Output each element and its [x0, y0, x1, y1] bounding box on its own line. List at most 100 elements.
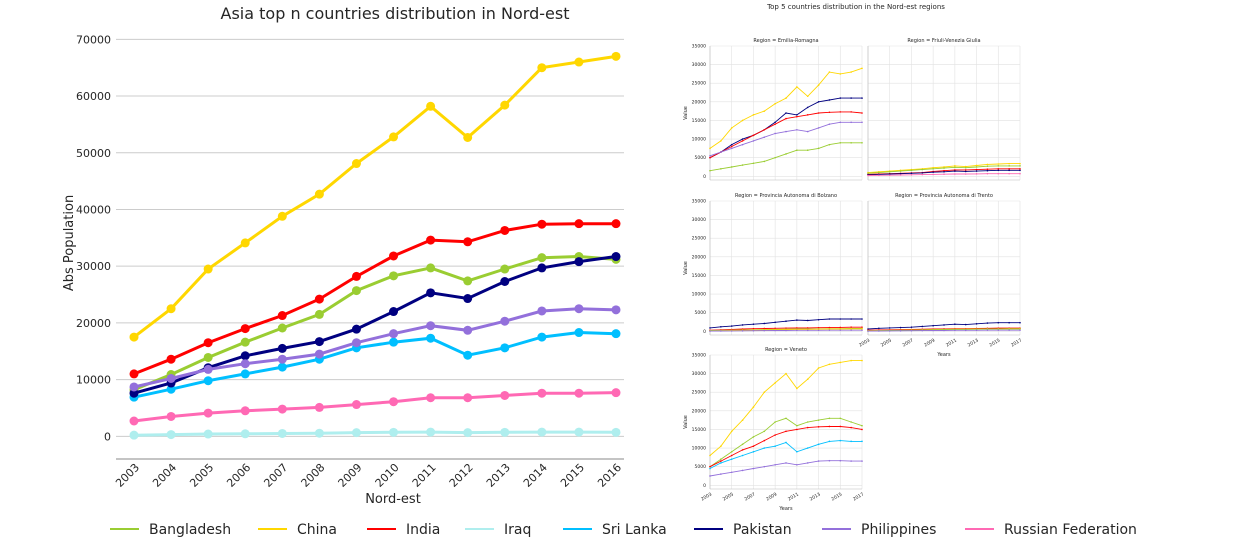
facet-series-point: [910, 173, 913, 176]
facet-series-point: [975, 329, 978, 332]
facet-series-point: [910, 329, 913, 332]
facet-series-point: [910, 172, 913, 175]
facet-series-point: [785, 462, 787, 464]
legend-label: Philippines: [861, 522, 936, 538]
facet-series-point: [828, 363, 831, 366]
facet-x-tick: 2011: [945, 337, 958, 348]
facet-series-point: [720, 445, 722, 447]
facet-series-point: [839, 73, 842, 75]
series-line: [133, 222, 616, 376]
series-point: [351, 338, 361, 348]
facet-series-point: [932, 329, 934, 332]
facet-series-point: [741, 454, 744, 457]
facet-series-point: [720, 458, 722, 461]
facet-series-point: [817, 101, 820, 103]
facet-panel: Region = Friuli-Venezia Giulia: [867, 38, 1021, 181]
facet-series-point: [888, 330, 891, 332]
facet-y-tick: 25000: [692, 81, 706, 87]
facet-series-point: [774, 132, 776, 135]
facet-series-point: [774, 121, 776, 124]
facet-series-point: [806, 327, 809, 329]
series-point: [463, 132, 473, 142]
facet-series-point: [899, 172, 902, 175]
facet-series-point: [954, 170, 956, 172]
facet-series-point: [954, 173, 956, 175]
facet-series-point: [828, 459, 831, 462]
facet-series-point: [741, 419, 744, 421]
series-point: [314, 294, 324, 304]
series-point: [277, 211, 287, 221]
facet-series-point: [796, 86, 798, 88]
series-point: [166, 411, 176, 421]
series-point: [351, 324, 361, 334]
facet-series-point: [997, 165, 1000, 167]
series-point: [537, 332, 547, 342]
facet-series-point: [785, 329, 787, 332]
series-point: [426, 393, 436, 403]
facet-series-point: [878, 327, 880, 330]
series-point: [277, 343, 287, 353]
facet-panel-title: Region = Provincia Autonoma di Trento: [895, 193, 993, 199]
facet-series-point: [861, 121, 863, 124]
facet-series-point: [741, 143, 744, 146]
main-x-tick: 2003: [113, 461, 142, 490]
facet-series-point: [1019, 168, 1021, 170]
facet-series-point: [720, 326, 722, 328]
facet-series-point: [839, 439, 842, 442]
facet-series-point: [709, 475, 711, 477]
facet-series-point: [806, 106, 809, 109]
facet-series-point: [839, 326, 842, 329]
facet-series-point: [850, 141, 852, 144]
facet-series-point: [964, 173, 967, 175]
legend-label: Sri Lanka: [602, 522, 667, 538]
facet-series-point: [850, 460, 852, 462]
facet-series-point: [730, 143, 733, 146]
main-y-tick: 20000: [76, 317, 111, 330]
facet-series-point: [997, 328, 1000, 330]
facet-series-point: [828, 326, 831, 329]
facet-series-point: [730, 450, 733, 453]
facet-series-point: [709, 467, 711, 470]
facet-x-tick: 2017: [852, 491, 865, 502]
series-point: [240, 324, 250, 334]
facet-x-tick: 2007: [744, 491, 757, 502]
facet-series-point: [861, 97, 863, 99]
facet-series-point: [850, 440, 852, 443]
facet-series-point: [954, 165, 956, 167]
main-y-tick: 0: [104, 430, 111, 443]
series-point: [314, 189, 324, 199]
facet-series-point: [1008, 321, 1010, 324]
series-point: [611, 427, 621, 437]
facet-series-point: [850, 329, 852, 331]
facet-x-tick: 2003: [700, 491, 713, 502]
facet-series-point: [839, 328, 842, 330]
facet-y-tick: 25000: [692, 236, 706, 242]
main-x-tick: 2016: [595, 461, 624, 490]
facet-series-point: [975, 170, 978, 172]
series-point: [240, 429, 250, 439]
series-point: [351, 428, 361, 438]
series-point: [611, 219, 621, 229]
series-point: [389, 329, 399, 339]
series-point: [500, 276, 510, 286]
facet-series-point: [986, 172, 989, 175]
facet-series-point: [752, 329, 755, 332]
series-russian-federation: [129, 388, 621, 426]
facet-series-point: [899, 170, 902, 172]
series-point: [277, 311, 287, 321]
facet-series-point: [861, 329, 863, 331]
facet-series-point: [850, 426, 852, 429]
facet-series-point: [1019, 172, 1021, 175]
facet-series-point: [986, 165, 989, 168]
series-point: [537, 306, 547, 316]
facet-y-tick: 15000: [692, 118, 706, 124]
main-x-tick: 2015: [558, 461, 587, 490]
facet-series-point: [986, 168, 989, 171]
series-point: [277, 354, 287, 364]
series-point: [611, 329, 621, 339]
facet-y-tick: 35000: [692, 353, 706, 359]
facet-series-point: [861, 440, 863, 443]
facet-series-point: [932, 173, 934, 176]
facet-series-point: [921, 173, 924, 176]
